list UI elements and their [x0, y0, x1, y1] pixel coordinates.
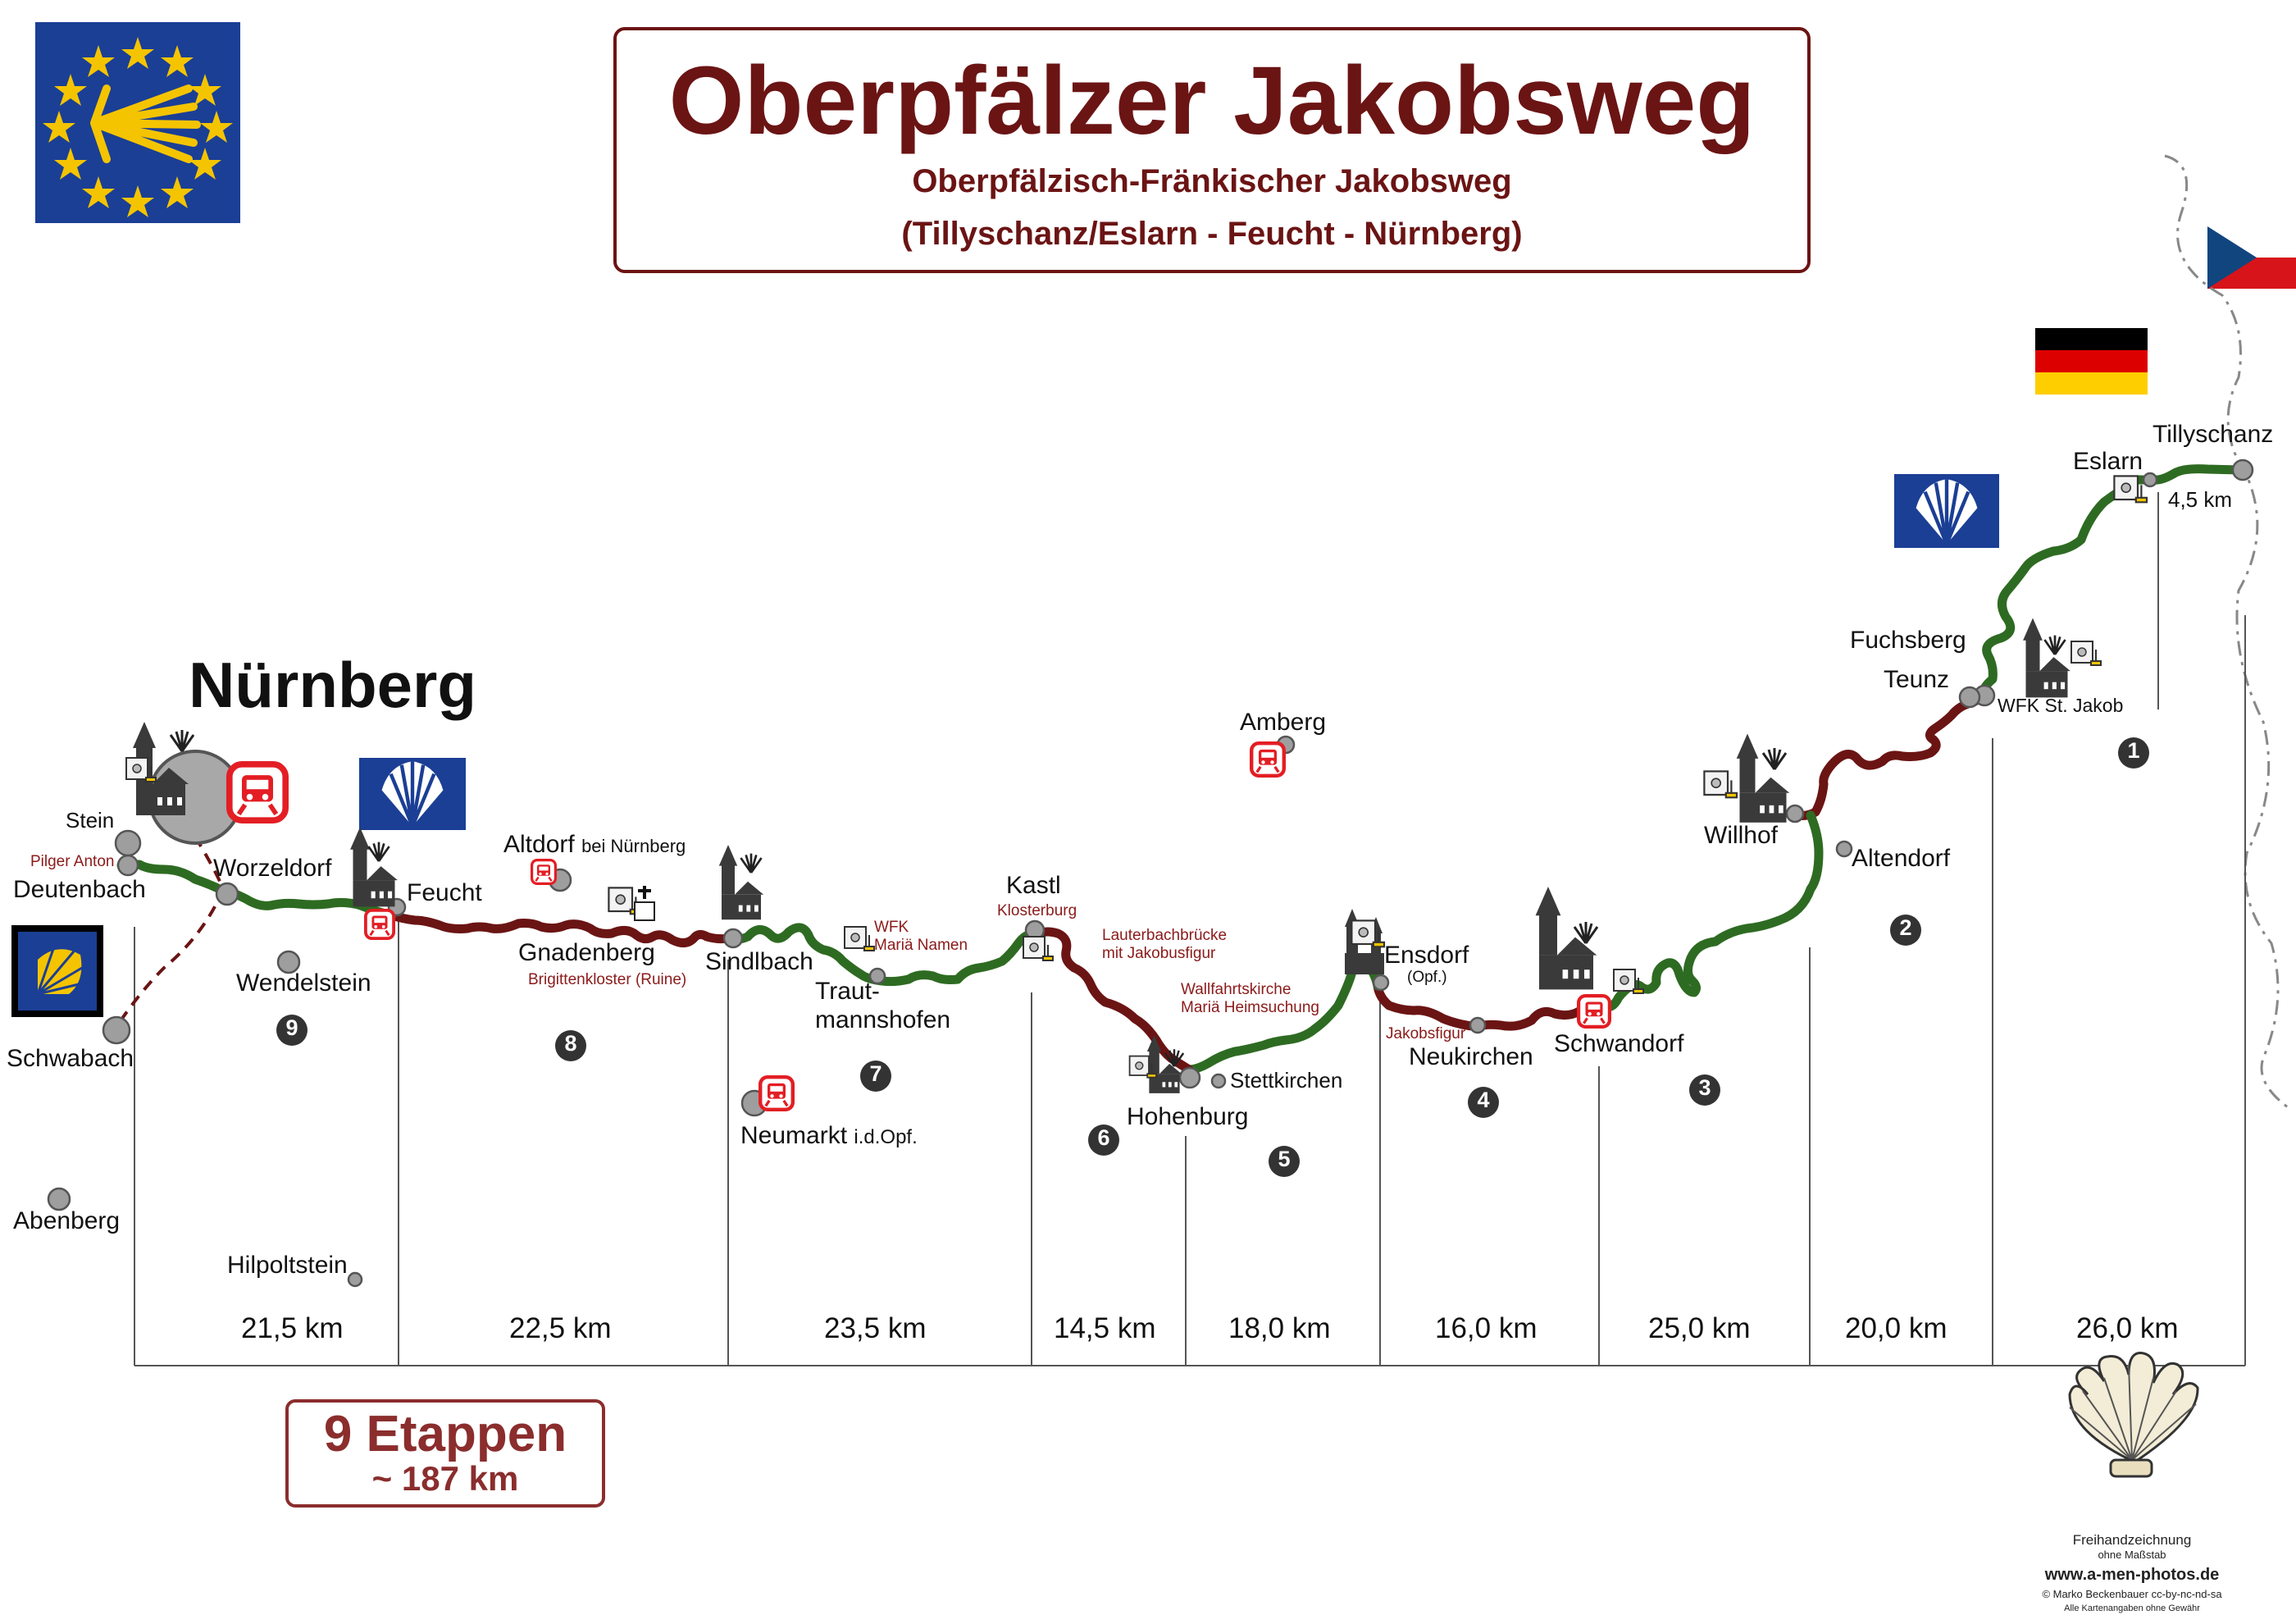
- train-icon: [1251, 743, 1284, 776]
- place-label-neumarkt: Neumarkt i.d.Opf.: [740, 1122, 918, 1149]
- stage-distance: 22,5 km: [509, 1312, 612, 1344]
- credit-line: ohne Maßstab: [2098, 1549, 2166, 1561]
- place-label-altdorf: Altdorf bei Nürnberg: [503, 831, 686, 858]
- stamp-icon: [1703, 770, 1738, 799]
- place-label-kastl: Kastl: [1006, 872, 1061, 899]
- place-label-altendorf: Altendorf: [1852, 845, 1951, 872]
- stamp-icon: [844, 926, 875, 951]
- place-label-tillyschanz: Tillyschanz: [2152, 421, 2274, 448]
- place-label-hilpoltstein: Hilpoltstein: [227, 1252, 348, 1279]
- stage-number: 1: [2127, 738, 2140, 763]
- stage-number: 6: [1097, 1125, 1110, 1150]
- stamp-icon: [1351, 919, 1386, 948]
- credit-disclaimer: Alle Kartenangaben ohne Gewähr: [2064, 1603, 2200, 1613]
- place-label-gnadenberg: Gnadenberg: [518, 939, 655, 966]
- stamp-icon: [2070, 641, 2102, 666]
- place-label-stein: Stein: [66, 808, 115, 833]
- church-icon: [1736, 733, 1790, 823]
- branch-route: [115, 835, 226, 1029]
- place-label-eslarn: Eslarn: [2073, 448, 2143, 475]
- page-title: Oberpfälzer Jakobsweg: [668, 47, 1756, 155]
- place-label-teunz: Teunz: [1884, 666, 1950, 693]
- place-label-schwabach: Schwabach: [7, 1045, 134, 1072]
- place-label-wendelstein: Wendelstein: [236, 969, 371, 997]
- church-icon: [2023, 618, 2070, 698]
- city-label-nuernberg: Nürnberg: [189, 649, 476, 721]
- stage-distance: 14,5 km: [1054, 1312, 1156, 1344]
- stage-distance: 21,5 km: [241, 1312, 344, 1344]
- total-distance: ~ 187 km: [371, 1459, 519, 1499]
- credit-copyright: © Marko Beckenbauer cc-by-nc-nd-sa: [2042, 1588, 2222, 1600]
- stage-number: 7: [869, 1061, 882, 1086]
- place-label-trautmannshofen: Traut-mannshofen: [815, 978, 951, 1033]
- credits: Freihandzeichnung ohne Maßstab www.a-men…: [2017, 1532, 2247, 1613]
- place-label-abenberg: Abenberg: [13, 1207, 121, 1234]
- place-label-ensdorf: Ensdorf: [1384, 942, 1469, 969]
- place-label-willhof: Willhof: [1704, 822, 1779, 849]
- scallop-shell-icon: [359, 758, 466, 830]
- train-icon: [230, 764, 285, 820]
- german-flag-icon: [2035, 328, 2148, 395]
- note-jakobsfigur: Jakobsfigur: [1386, 1025, 1466, 1042]
- train-icon: [760, 1077, 793, 1110]
- place-label-ensdorf-suffix: (Opf.): [1407, 969, 1447, 986]
- train-icon: [530, 858, 558, 886]
- place-label-sindlbach: Sindlbach: [705, 948, 813, 975]
- stage-distance: 18,0 km: [1228, 1312, 1331, 1344]
- place-label-fuchsberg: Fuchsberg: [1850, 627, 1966, 654]
- stage-number: 8: [564, 1031, 577, 1056]
- place-label-neukirchen: Neukirchen: [1409, 1043, 1533, 1070]
- route-description: (Tillyschanz/Eslarn - Feucht - Nürnberg): [901, 215, 1523, 252]
- place-label-worzeldorf: Worzeldorf: [213, 855, 332, 882]
- train-icon: [363, 909, 396, 940]
- stage-distance: 23,5 km: [824, 1312, 927, 1344]
- note-wallfahrtskirche: Wallfahrtskirche Mariä Heimsuchung: [1181, 981, 1319, 1016]
- scallop-shell-icon: [2068, 1352, 2199, 1478]
- segment-km-eslarn: 4,5 km: [2168, 487, 2233, 512]
- stage-badges: [276, 737, 2149, 1177]
- stage-number: 9: [285, 1015, 298, 1040]
- note-klosterburg: Klosterburg: [997, 902, 1077, 919]
- place-label-stettkirchen: Stettkirchen: [1230, 1068, 1343, 1093]
- train-icon: [1578, 996, 1610, 1027]
- note-brigittenkloster: Brigittenkloster (Ruine): [528, 971, 687, 988]
- stage-number: 4: [1477, 1088, 1490, 1112]
- stage-distance: 20,0 km: [1845, 1312, 1947, 1344]
- stage-distance: 25,0 km: [1648, 1312, 1751, 1344]
- church-icon: [350, 827, 398, 907]
- stage-distance: 16,0 km: [1435, 1312, 1538, 1344]
- church-icon: [169, 728, 195, 753]
- scallop-shell-icon: [1894, 474, 1999, 548]
- camino-shell-sign-icon: [11, 925, 103, 1017]
- page-subtitle: Oberpfälzisch-Fränkischer Jakobsweg: [912, 162, 1512, 199]
- credit-line: Freihandzeichnung: [2072, 1532, 2192, 1548]
- stage-count: 9 Etappen: [323, 1406, 567, 1462]
- place-dots: [47, 458, 2254, 1288]
- stamp-icon: [1613, 969, 1644, 994]
- note-lauterbachbruecke: Lauterbachbrücke mit Jakobusfigur: [1102, 927, 1228, 962]
- stage-number: 5: [1278, 1147, 1291, 1171]
- place-label-deutenbach: Deutenbach: [13, 876, 146, 903]
- stage-number: 2: [1899, 915, 1912, 940]
- place-label-hohenburg: Hohenburg: [1127, 1103, 1249, 1130]
- stage-number: 3: [1698, 1075, 1711, 1100]
- camino-shell-flag-icon: [35, 22, 240, 223]
- place-label-schwandorf: Schwandorf: [1554, 1030, 1684, 1057]
- title-box: Oberpfälzer Jakobsweg Oberpfälzisch-Frän…: [613, 27, 1811, 273]
- border-line: [2164, 154, 2289, 1109]
- note-wfk-st-jakob: WFK St. Jakob: [1998, 695, 2124, 716]
- place-label-amberg: Amberg: [1240, 709, 1327, 736]
- credit-website: www.a-men-photos.de: [2044, 1566, 2220, 1584]
- note-pilger-anton: Pilger Anton: [30, 853, 115, 870]
- stage-distance: 26,0 km: [2076, 1312, 2179, 1344]
- summary-box: 9 Etappen ~ 187 km: [285, 1399, 605, 1508]
- stamp-icon: [1023, 936, 1054, 961]
- place-label-feucht: Feucht: [407, 879, 482, 906]
- stage-dividers: [134, 492, 2246, 1366]
- note-wfk-maria-namen: WFK Mariä Namen: [874, 919, 968, 954]
- czech-flag-icon: [2207, 226, 2296, 289]
